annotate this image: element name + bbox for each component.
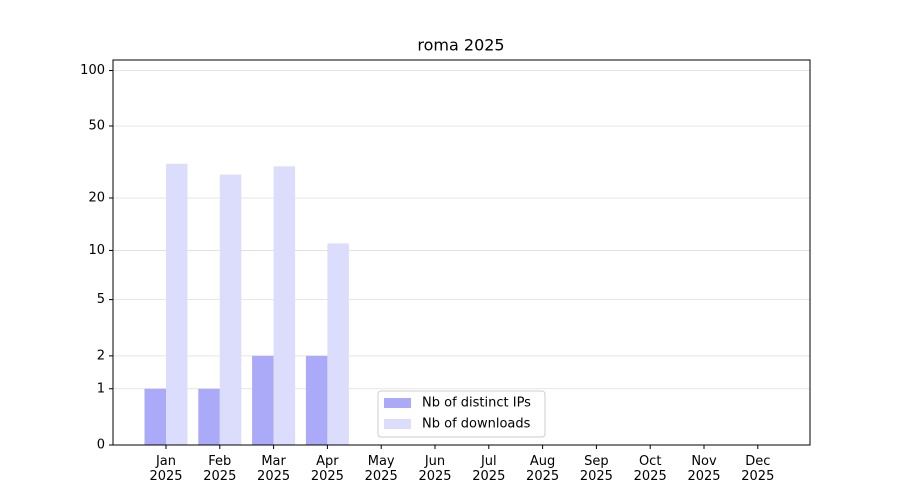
y-tick-label: 5: [97, 292, 105, 307]
bar: [327, 243, 349, 445]
bar: [219, 174, 242, 445]
bar: [166, 163, 188, 445]
y-tick-label: 2: [97, 348, 105, 363]
y-tick-label: 100: [80, 63, 105, 78]
y-tick-label: 50: [88, 118, 105, 133]
bar: [273, 166, 296, 445]
x-tick-label: May 2025: [364, 454, 398, 484]
plot-frame: [112, 59, 811, 446]
x-tick-label: Nov 2025: [687, 454, 721, 484]
x-tick-label: Jun 2025: [418, 454, 452, 484]
bar: [252, 355, 274, 445]
legend-label: Nb of distinct IPs: [422, 396, 531, 411]
x-tick-label: Aug 2025: [526, 454, 560, 484]
x-tick-label: Oct 2025: [633, 454, 667, 484]
bar: [198, 388, 220, 445]
chart-title: roma 2025: [417, 36, 504, 55]
x-tick-label: Apr 2025: [310, 454, 344, 484]
x-tick-label: Jan 2025: [149, 454, 183, 484]
x-tick-label: Dec 2025: [741, 454, 775, 484]
legend-swatch: [384, 398, 411, 408]
x-tick-label: Feb 2025: [203, 454, 237, 484]
legend-box: [377, 390, 546, 438]
x-tick-label: Jul 2025: [472, 454, 506, 484]
x-tick-label: Sep 2025: [579, 454, 613, 484]
x-tick-label: Mar 2025: [257, 454, 291, 484]
legend-swatch: [384, 419, 411, 429]
legend-label: Nb of downloads: [422, 417, 531, 432]
y-tick-label: 0: [97, 438, 105, 453]
bar: [305, 355, 328, 445]
y-tick-label: 1: [97, 381, 105, 396]
legend: Nb of distinct IPs Nb of downloads: [377, 390, 546, 438]
bar: [144, 388, 166, 445]
y-tick-label: 20: [88, 190, 105, 205]
y-tick-label: 10: [88, 243, 105, 258]
